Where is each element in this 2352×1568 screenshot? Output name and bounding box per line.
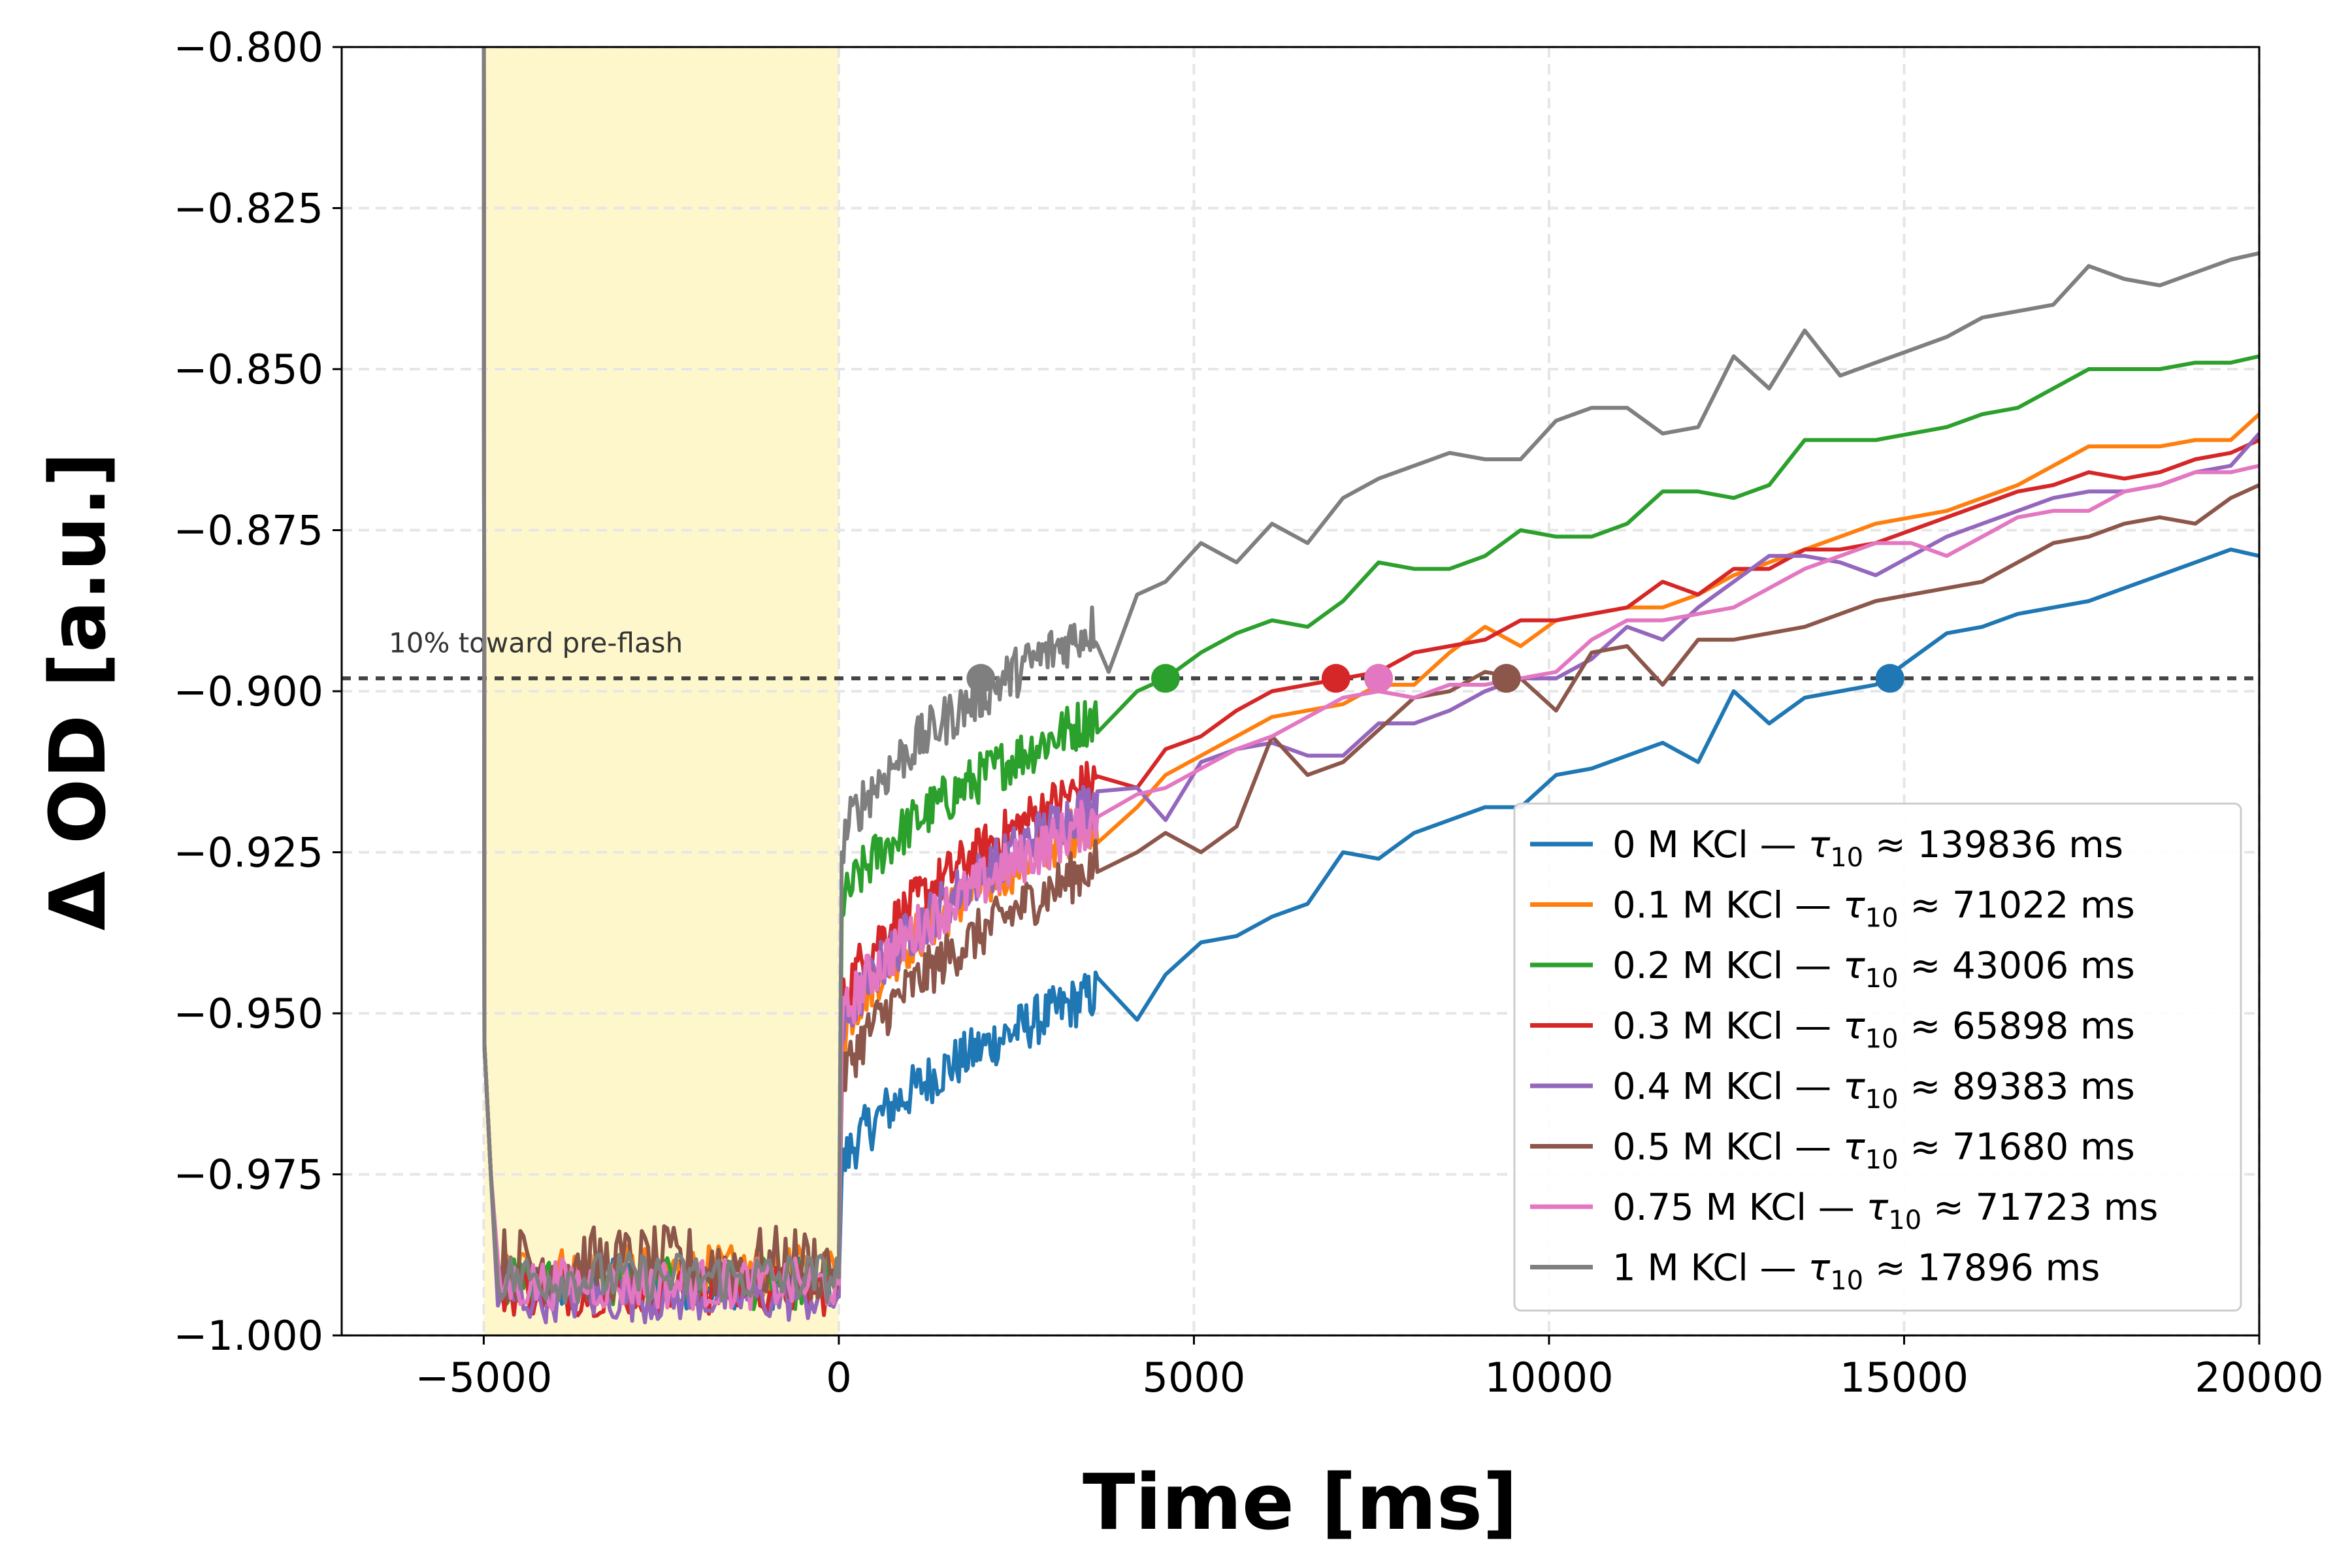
series-layer [482,47,2259,1325]
legend-entry: 0.1 M KCl — τ10 ≈ 71022 ms [1612,885,2135,934]
ticks: −5000 0 5000 10000 15000 20000 −1.000 −0.975 −0.… [174,24,2324,1401]
legend-entry: 1 M KCl — τ10 ≈ 17896 ms [1612,1247,2100,1296]
y-tick-label: −0.925 [174,829,323,877]
threshold-layer: 10% toward pre-flash [342,627,2259,681]
x-tick-label: −5000 [416,1354,553,1401]
y-tick-label: −0.875 [174,507,323,555]
legend-entry: 0.2 M KCl — τ10 ≈ 43006 ms [1612,945,2135,994]
legend-entry: 0 M KCl — τ10 ≈ 139836 ms [1612,824,2123,873]
tau-marker [1151,664,1180,693]
tau-marker [1492,664,1521,693]
series-line [482,47,2259,1305]
y-tick-label: −0.825 [174,185,323,233]
series-line [482,47,2259,1304]
x-tick-label: 5000 [1143,1354,1246,1401]
marker-layer [966,664,1904,693]
legend-box [1513,802,2242,1312]
y-tick-label: −0.800 [174,24,323,71]
x-tick-label: 20000 [2195,1354,2323,1401]
legend-entry: 0.75 M KCl — τ10 ≈ 71723 ms [1612,1186,2158,1235]
legend-entry: 0.3 M KCl — τ10 ≈ 65898 ms [1612,1005,2135,1054]
legend-entry: 0.4 M KCl — τ10 ≈ 89383 ms [1612,1066,2135,1115]
x-tick-label: 0 [826,1354,851,1401]
tau-marker [1364,664,1394,693]
flash-region [483,47,839,1335]
y-axis-title: Δ OD [a.u.] [33,452,123,931]
y-tick-label: −0.975 [174,1151,323,1199]
y-tick-label: −0.850 [174,346,323,393]
x-tick-label: 15000 [1840,1354,1968,1401]
legend: 0 M KCl — τ10 ≈ 139836 ms 0.1 M KCl — τ10… [1513,802,2242,1312]
y-tick-label: −0.900 [174,668,323,715]
y-tick-label: −1.000 [174,1312,323,1360]
tau-marker [1321,664,1350,693]
x-tick-label: 10000 [1484,1354,1613,1401]
flash-region-layer [483,47,839,1335]
tau-marker [1875,664,1904,693]
threshold-label: 10% toward pre-flash [389,627,683,659]
tau-marker [966,664,996,693]
y-tick-label: −0.950 [174,990,323,1037]
legend-entry: 0.5 M KCl — τ10 ≈ 71680 ms [1612,1126,2135,1175]
x-axis-title: Time [ms] [1083,1457,1518,1547]
